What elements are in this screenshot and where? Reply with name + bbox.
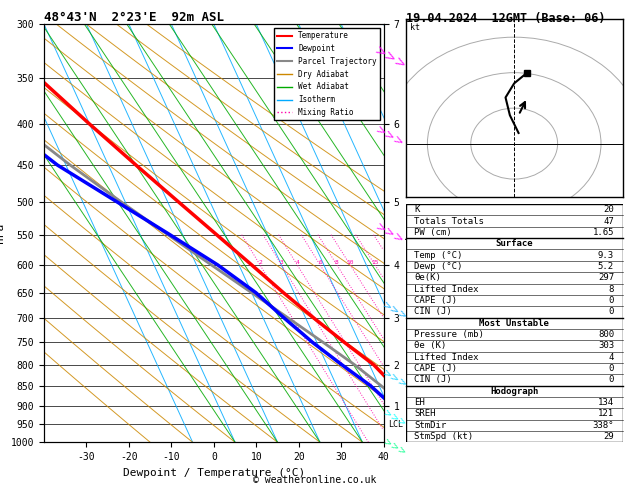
- Text: 29: 29: [603, 432, 614, 441]
- Text: 800: 800: [598, 330, 614, 339]
- Text: 4: 4: [609, 353, 614, 362]
- Text: Lifted Index: Lifted Index: [415, 285, 479, 294]
- Text: 297: 297: [598, 273, 614, 282]
- Text: kt: kt: [410, 23, 420, 32]
- Text: Totals Totals: Totals Totals: [415, 217, 484, 226]
- Text: StmDir: StmDir: [415, 421, 447, 430]
- Text: Surface: Surface: [496, 239, 533, 248]
- Text: 338°: 338°: [593, 421, 614, 430]
- Text: 1.65: 1.65: [593, 228, 614, 237]
- Text: 20: 20: [603, 205, 614, 214]
- Y-axis label: hPa: hPa: [0, 223, 5, 243]
- Text: >>>: >>>: [382, 437, 408, 457]
- Text: Temp (°C): Temp (°C): [415, 251, 463, 260]
- Text: 134: 134: [598, 398, 614, 407]
- Text: >>>: >>>: [373, 220, 407, 247]
- Text: 10: 10: [347, 260, 354, 265]
- Text: >>>: >>>: [381, 368, 409, 390]
- Text: CIN (J): CIN (J): [415, 375, 452, 384]
- Text: >>>: >>>: [371, 44, 409, 73]
- Text: CAPE (J): CAPE (J): [415, 364, 457, 373]
- Text: 48°43'N  2°23'E  92m ASL: 48°43'N 2°23'E 92m ASL: [44, 11, 224, 24]
- Text: 121: 121: [598, 409, 614, 418]
- Text: EH: EH: [415, 398, 425, 407]
- Text: 0: 0: [609, 296, 614, 305]
- Text: >>>: >>>: [373, 122, 407, 150]
- Legend: Temperature, Dewpoint, Parcel Trajectory, Dry Adiabat, Wet Adiabat, Isotherm, Mi: Temperature, Dewpoint, Parcel Trajectory…: [274, 28, 380, 120]
- Text: 3: 3: [280, 260, 284, 265]
- Y-axis label: km
ASL: km ASL: [405, 225, 426, 242]
- Text: 4: 4: [296, 260, 299, 265]
- Text: LCL: LCL: [388, 420, 403, 429]
- Text: 47: 47: [603, 217, 614, 226]
- Text: 15: 15: [371, 260, 379, 265]
- X-axis label: Dewpoint / Temperature (°C): Dewpoint / Temperature (°C): [123, 468, 305, 478]
- Text: K: K: [415, 205, 420, 214]
- Text: >>>: >>>: [382, 408, 408, 428]
- Text: © weatheronline.co.uk: © weatheronline.co.uk: [253, 475, 376, 485]
- Text: CAPE (J): CAPE (J): [415, 296, 457, 305]
- Text: 6: 6: [318, 260, 322, 265]
- Text: 303: 303: [598, 341, 614, 350]
- Text: Pressure (mb): Pressure (mb): [415, 330, 484, 339]
- Text: 5.2: 5.2: [598, 262, 614, 271]
- Text: 9.3: 9.3: [598, 251, 614, 260]
- Text: 0: 0: [609, 307, 614, 316]
- Text: 19.04.2024  12GMT (Base: 06): 19.04.2024 12GMT (Base: 06): [406, 12, 605, 25]
- Text: 0: 0: [609, 375, 614, 384]
- Text: Hodograph: Hodograph: [490, 387, 538, 396]
- Text: Most Unstable: Most Unstable: [479, 319, 549, 328]
- Text: θe (K): θe (K): [415, 341, 447, 350]
- FancyBboxPatch shape: [406, 204, 623, 442]
- Text: StmSpd (kt): StmSpd (kt): [415, 432, 474, 441]
- Text: SREH: SREH: [415, 409, 436, 418]
- Text: θe(K): θe(K): [415, 273, 442, 282]
- Text: CIN (J): CIN (J): [415, 307, 452, 316]
- Text: Lifted Index: Lifted Index: [415, 353, 479, 362]
- Text: Dewp (°C): Dewp (°C): [415, 262, 463, 271]
- Text: >>>: >>>: [381, 300, 409, 322]
- Text: 0: 0: [609, 364, 614, 373]
- Text: PW (cm): PW (cm): [415, 228, 452, 237]
- Text: 8: 8: [335, 260, 339, 265]
- Text: 8: 8: [609, 285, 614, 294]
- Text: 2: 2: [258, 260, 262, 265]
